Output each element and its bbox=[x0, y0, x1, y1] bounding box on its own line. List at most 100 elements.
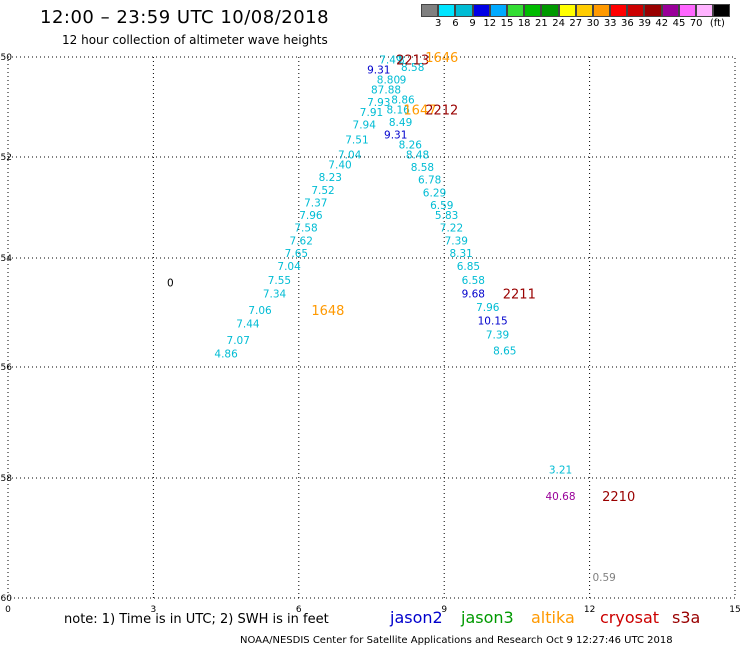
wave-height-label: 87.88 bbox=[371, 85, 401, 97]
pass-label: 2213 bbox=[396, 54, 429, 69]
color-swatch bbox=[575, 4, 593, 17]
y-tick-label: -58 bbox=[0, 474, 12, 484]
wave-height-label: 8.58 bbox=[401, 62, 424, 74]
wave-height-label: 7.07 bbox=[227, 335, 250, 347]
color-scale-label: 70 bbox=[689, 18, 703, 29]
color-scale-labels: 3 6 9 12 15 18 21 24 27 30 33 36 39 42 45 70 (ft) bbox=[421, 17, 730, 31]
wave-height-label: 7.49 bbox=[379, 55, 402, 67]
wave-height-label: 7.52 bbox=[311, 185, 334, 197]
color-scale-label: 42 bbox=[655, 18, 669, 29]
y-tick-label: -50 bbox=[0, 53, 12, 63]
wave-height-label: 7.65 bbox=[285, 248, 308, 260]
color-scale-label: 27 bbox=[569, 18, 583, 29]
x-tick-label: 15 bbox=[729, 605, 740, 615]
wave-height-label: 3.21 bbox=[549, 465, 572, 477]
y-tick-label: -54 bbox=[0, 254, 12, 264]
wave-height-label: 8.65 bbox=[493, 346, 516, 358]
color-scale-label: 9 bbox=[469, 18, 476, 29]
color-scale-label: 36 bbox=[621, 18, 634, 29]
color-swatch bbox=[421, 4, 439, 17]
wave-height-label: 8.26 bbox=[399, 140, 423, 152]
data-points: 7.498.8.589.318.80 987.887.93 8.867.91 8.16… bbox=[167, 55, 616, 585]
color-scale-label: (ft) bbox=[709, 18, 725, 29]
pass-label: 2212 bbox=[425, 104, 458, 119]
wave-height-label: 9.68 bbox=[462, 288, 485, 300]
chart-title: 12:00 – 23:59 UTC 10/08/2018 bbox=[40, 7, 330, 28]
color-scale-label: 6 bbox=[452, 18, 459, 29]
wave-height-label: 0.59 bbox=[592, 572, 615, 584]
wave-height-label: 4.86 bbox=[214, 348, 238, 360]
x-tick-label: 6 bbox=[296, 605, 302, 615]
chart-subtitle: 12 hour collection of altimeter wave hei… bbox=[62, 33, 328, 47]
plot-frame bbox=[7, 56, 736, 599]
wave-height-label: 40.68 bbox=[545, 491, 575, 503]
wave-height-label: 6.59 bbox=[430, 200, 453, 212]
wave-height-label: 6.85 bbox=[457, 261, 480, 273]
color-scale-label: 30 bbox=[586, 18, 600, 29]
wave-height-label: 8.80 bbox=[377, 75, 400, 87]
footer-note: note: 1) Time is in UTC; 2) SWH is in fe… bbox=[64, 612, 329, 627]
wave-height-label: 8.48 bbox=[406, 150, 429, 162]
axis-ticks: 0 3 6 9 12 15 -50 -52 -54 -56 -58 -60 bbox=[0, 53, 740, 615]
pass-label: 1646 bbox=[425, 51, 458, 66]
wave-height-label: 8.16 bbox=[386, 105, 410, 117]
wave-height-label: 7.96 bbox=[299, 210, 323, 222]
satellite-legend-jason3: jason3 bbox=[461, 608, 514, 627]
pass-label: 1648 bbox=[311, 304, 344, 319]
pass-label: 1647 bbox=[403, 104, 436, 119]
color-swatch bbox=[506, 4, 525, 17]
wave-height-label: 7.51 bbox=[345, 135, 368, 147]
x-tick-label: 9 bbox=[441, 605, 447, 615]
wave-height-label: 7.58 bbox=[294, 223, 317, 235]
wave-height-label: 8.58 bbox=[411, 162, 434, 174]
satellite-legend-s3a: s3a bbox=[672, 608, 701, 627]
credit-line: NOAA/NESDIS Center for Satellite Applica… bbox=[240, 635, 673, 646]
color-scale-label: 12 bbox=[483, 18, 497, 29]
color-swatch bbox=[644, 4, 662, 17]
color-scale-label: 15 bbox=[500, 18, 514, 29]
satellite-legend-jason2: jason2 bbox=[390, 608, 443, 627]
color-swatch bbox=[661, 4, 679, 17]
wave-height-label: 9 bbox=[400, 75, 407, 87]
wave-height-label: 7.96 bbox=[476, 302, 500, 314]
color-swatch bbox=[592, 4, 611, 17]
color-swatch bbox=[472, 4, 490, 17]
wave-height-label: 9.31 bbox=[384, 130, 407, 142]
y-tick-label: -60 bbox=[0, 594, 12, 604]
pass-label: 2210 bbox=[602, 490, 635, 505]
wave-height-label: 0 bbox=[167, 278, 174, 290]
wave-height-label: 8.86 bbox=[391, 95, 415, 107]
wave-height-label: 7.22 bbox=[440, 223, 463, 235]
wave-height-label: 5.83 bbox=[435, 210, 458, 222]
color-scale-label: 39 bbox=[638, 18, 651, 29]
wave-height-label: 6.29 bbox=[423, 187, 446, 199]
x-tick-label: 3 bbox=[151, 605, 157, 615]
satellite-legend-altika: altika bbox=[531, 608, 575, 627]
wave-height-label: 7.04 bbox=[277, 261, 301, 273]
wave-height-label: 8.49 bbox=[389, 117, 412, 129]
wave-height-label: 8. bbox=[398, 55, 408, 67]
wave-height-label: 10.15 bbox=[478, 316, 508, 328]
color-swatch bbox=[524, 4, 542, 17]
color-scale-label: 24 bbox=[552, 18, 565, 29]
wave-height-label: 7.91 bbox=[360, 107, 383, 119]
wave-height-label: 9.31 bbox=[367, 65, 390, 77]
color-scale-label: 33 bbox=[603, 18, 617, 29]
wave-height-label: 7.44 bbox=[236, 318, 260, 330]
color-scale-label: 3 bbox=[435, 18, 442, 29]
wave-height-label: 8.23 bbox=[319, 172, 342, 184]
satellite-legend-cryosat: cryosat bbox=[600, 608, 660, 627]
grid-lines bbox=[7, 56, 736, 599]
wave-height-label: 6.78 bbox=[418, 175, 441, 187]
color-scale-label: 18 bbox=[517, 18, 531, 29]
wave-height-label: 7.39 bbox=[486, 329, 509, 341]
y-tick-label: -56 bbox=[0, 363, 12, 373]
color-scale-label: 45 bbox=[672, 18, 686, 29]
color-swatch bbox=[696, 4, 714, 17]
color-swatch bbox=[438, 4, 456, 17]
wave-height-label: 7.62 bbox=[290, 235, 313, 247]
color-swatch bbox=[627, 4, 645, 17]
x-tick-label: 12 bbox=[584, 605, 595, 615]
